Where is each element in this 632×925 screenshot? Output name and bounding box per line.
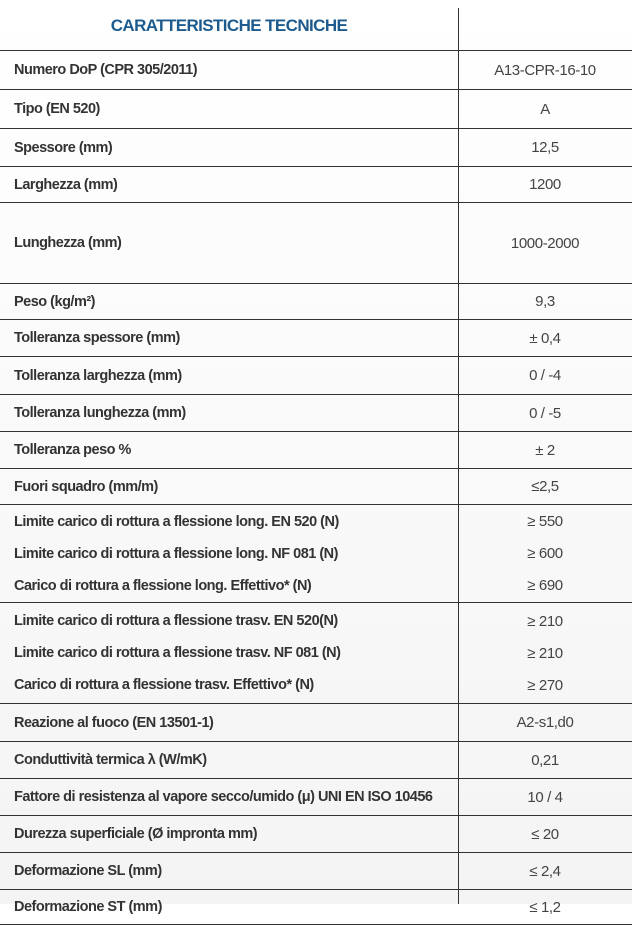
spec-line: Limite carico di rottura a flessione tra… [0,637,632,669]
spec-label: Carico di rottura a flessione trasv. Eff… [14,677,314,693]
spec-label: Larghezza (mm) [14,176,118,193]
spec-line: Tolleranza spessore (mm) ± 0,4 [0,322,632,354]
spec-line: Deformazione ST (mm) ≤ 1,2 [0,891,632,923]
table-row: Numero DoP (CPR 305/2011) A13-CPR-16-10 [0,51,632,90]
spec-label: Fattore di resistenza al vapore secco/um… [14,789,433,805]
spec-label: Durezza superficiale (Ø impronta mm) [14,826,258,842]
spec-line: Numero DoP (CPR 305/2011) A13-CPR-16-10 [0,54,632,86]
spec-value: ≥ 210 [527,612,563,630]
spec-table: Numero DoP (CPR 305/2011) A13-CPR-16-10 Ti… [0,51,632,925]
spec-line: Peso (kg/m²) 9,3 [0,286,632,318]
spec-label: Tipo (EN 520) [14,101,100,117]
spec-value: ≥ 270 [527,676,563,694]
table-title: CARATTERISTICHE TECNICHE [110,16,348,35]
spec-label: Deformazione ST (mm) [14,899,162,915]
spec-value: ± 2 [535,441,555,459]
table-row: Limite carico di rottura a flessione lon… [0,505,632,603]
spec-value: 0 / -4 [529,367,561,384]
spec-label: Conduttività termica λ (W/mK) [14,752,207,768]
table-row: Limite carico di rottura a flessione tra… [0,603,632,704]
spec-label: Reazione al fuoco (EN 13501-1) [14,714,214,731]
spec-line: Carico di rottura a flessione trasv. Eff… [0,669,632,701]
spec-value: ≥ 550 [527,513,563,530]
spec-value: 1200 [529,176,561,193]
spec-value: 0 / -5 [529,404,561,422]
spec-line: Lunghezza (mm) 1000-2000 [0,227,632,259]
spec-line: Spessore (mm) 12,5 [0,132,632,164]
spec-value: A2-s1,d0 [516,714,574,731]
spec-value: ≥ 690 [527,577,563,594]
spec-value: A [540,100,550,118]
spec-label: Peso (kg/m²) [14,293,96,310]
table-row: Tolleranza lunghezza (mm) 0 / -5 [0,395,632,432]
spec-label: Fuori squadro (mm/m) [14,478,158,495]
table-row: Conduttività termica λ (W/mK) 0,21 [0,742,632,779]
spec-line: Limite carico di rottura a flessione tra… [0,605,632,637]
table-row: Durezza superficiale (Ø impronta mm) ≤ 20 [0,816,632,853]
table-row: Tolleranza spessore (mm) ± 0,4 [0,320,632,357]
spec-label: Spessore (mm) [14,139,113,156]
spec-line: Limite carico di rottura a flessione lon… [0,538,632,570]
table-row: Tipo (EN 520) A [0,90,632,129]
spec-label: Limite carico di rottura a flessione tra… [14,645,341,661]
table-row: Spessore (mm) 12,5 [0,129,632,167]
spec-line: Fuori squadro (mm/m) ≤2,5 [0,471,632,503]
spec-value: ≤ 1,2 [529,898,561,916]
spec-value: ≤2,5 [531,478,559,495]
spec-label: Lunghezza (mm) [14,235,122,251]
spec-value: ≤ 2,4 [529,862,561,880]
table-row: Deformazione SL (mm) ≤ 2,4 [0,853,632,890]
spec-label: Tolleranza lunghezza (mm) [14,405,186,421]
table-row: Fattore di resistenza al vapore secco/um… [0,779,632,816]
spec-value: ≥ 600 [527,545,563,562]
table-row: Peso (kg/m²) 9,3 [0,284,632,320]
spec-line: Carico di rottura a flessione long. Effe… [0,570,632,602]
spec-value: ≥ 210 [527,644,563,662]
spec-value: 10 / 4 [527,788,563,806]
table-row: Larghezza (mm) 1200 [0,167,632,203]
table-row: Deformazione ST (mm) ≤ 1,2 [0,890,632,925]
spec-label: Deformazione SL (mm) [14,863,162,879]
column-divider [458,8,459,904]
spec-label: Carico di rottura a flessione long. Effe… [14,577,312,594]
spec-line: Limite carico di rottura a flessione lon… [0,506,632,538]
table-row: Lunghezza (mm) 1000-2000 [0,203,632,284]
spec-line: Tolleranza lunghezza (mm) 0 / -5 [0,397,632,429]
spec-line: Tolleranza peso % ± 2 [0,434,632,466]
spec-label: Tolleranza spessore (mm) [14,330,180,346]
spec-line: Larghezza (mm) 1200 [0,169,632,201]
table-row: Reazione al fuoco (EN 13501-1) A2-s1,d0 [0,704,632,742]
spec-label: Tolleranza peso % [14,442,131,458]
table-header: CARATTERISTICHE TECNICHE [0,0,632,51]
spec-line: Reazione al fuoco (EN 13501-1) A2-s1,d0 [0,707,632,739]
spec-label: Tolleranza larghezza (mm) [14,367,182,384]
spec-label: Numero DoP (CPR 305/2011) [14,62,198,78]
spec-label: Limite carico di rottura a flessione tra… [14,613,338,629]
spec-value: 12,5 [531,139,559,156]
spec-line: Durezza superficiale (Ø impronta mm) ≤ 20 [0,818,632,850]
spec-line: Tipo (EN 520) A [0,93,632,125]
table-row: Tolleranza larghezza (mm) 0 / -4 [0,357,632,395]
spec-value: 1000-2000 [510,234,580,252]
table-row: Tolleranza peso % ± 2 [0,432,632,469]
spec-line: Deformazione SL (mm) ≤ 2,4 [0,855,632,887]
spec-line: Fattore di resistenza al vapore secco/um… [0,781,632,813]
table-row: Fuori squadro (mm/m) ≤2,5 [0,469,632,505]
spec-value: ± 0,4 [529,329,561,347]
spec-line: Tolleranza larghezza (mm) 0 / -4 [0,360,632,392]
spec-value: 0,21 [531,751,559,769]
spec-label: Limite carico di rottura a flessione lon… [14,513,339,530]
spec-line: Conduttività termica λ (W/mK) 0,21 [0,744,632,776]
spec-label: Limite carico di rottura a flessione lon… [14,545,339,562]
spec-value: A13-CPR-16-10 [494,61,596,79]
spec-value: ≤ 20 [531,825,559,843]
spec-value: 9,3 [535,293,555,310]
